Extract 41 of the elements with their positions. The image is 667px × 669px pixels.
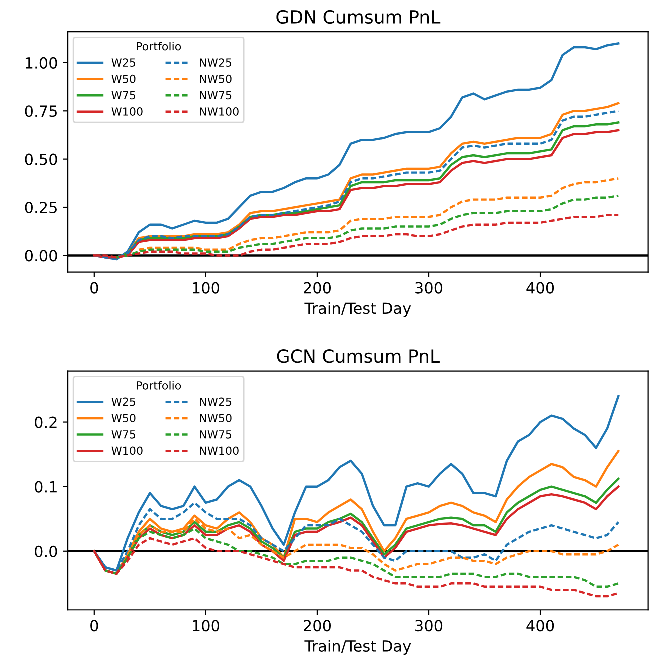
y-tick-label: 0.25 xyxy=(25,202,57,214)
legend-title: Portfolio xyxy=(137,42,182,51)
legend-label: NW75 xyxy=(200,430,232,439)
legend-label: W100 xyxy=(112,446,143,456)
legend-label: NW50 xyxy=(200,74,232,84)
y-tick-label: 0.0 xyxy=(35,546,58,558)
x-tick-label: 100 xyxy=(193,620,220,632)
x-tick-label: 300 xyxy=(416,620,443,632)
line-series xyxy=(138,177,620,252)
x-tick-label: 100 xyxy=(193,282,220,294)
y-tick-label: 0.2 xyxy=(35,416,57,428)
legend-label: NW25 xyxy=(200,398,232,406)
x-tick-label: 400 xyxy=(526,620,554,632)
legend-label: NW100 xyxy=(200,108,239,116)
chart-title: GDN Cumsum PnL xyxy=(276,10,441,24)
y-tick-label: 0.1 xyxy=(35,481,57,493)
x-axis-title: Train/Test Day xyxy=(304,640,412,655)
legend-title: Portfolio xyxy=(137,381,182,390)
legend-label: NW100 xyxy=(200,446,239,456)
legend-label: W50 xyxy=(112,74,136,84)
x-tick-label: 200 xyxy=(304,282,332,294)
chart-title: GCN Cumsum PnL xyxy=(277,350,440,364)
x-tick-label: 300 xyxy=(416,282,443,294)
legend-label: NW50 xyxy=(200,414,232,423)
y-tick-label: 0.00 xyxy=(25,250,58,262)
legend-label: NW25 xyxy=(200,58,232,68)
y-tick-label: 1.00 xyxy=(26,57,58,69)
x-tick-label: 0 xyxy=(90,620,98,632)
legend-label: W50 xyxy=(112,414,136,423)
y-tick-label: 0.50 xyxy=(25,154,58,166)
legend-label: W25 xyxy=(112,58,136,68)
legend-label: W75 xyxy=(112,430,136,439)
legend-label: NW75 xyxy=(200,91,232,100)
legend-label: W100 xyxy=(112,108,143,116)
x-tick-label: 0 xyxy=(90,282,98,294)
x-tick-label: 200 xyxy=(304,620,332,632)
legend-label: W75 xyxy=(112,91,136,100)
legend-label: W25 xyxy=(112,398,136,406)
x-axis-title: Train/Test Day xyxy=(304,302,412,318)
y-tick-label: 0.75 xyxy=(25,106,57,118)
x-tick-label: 400 xyxy=(526,282,554,294)
